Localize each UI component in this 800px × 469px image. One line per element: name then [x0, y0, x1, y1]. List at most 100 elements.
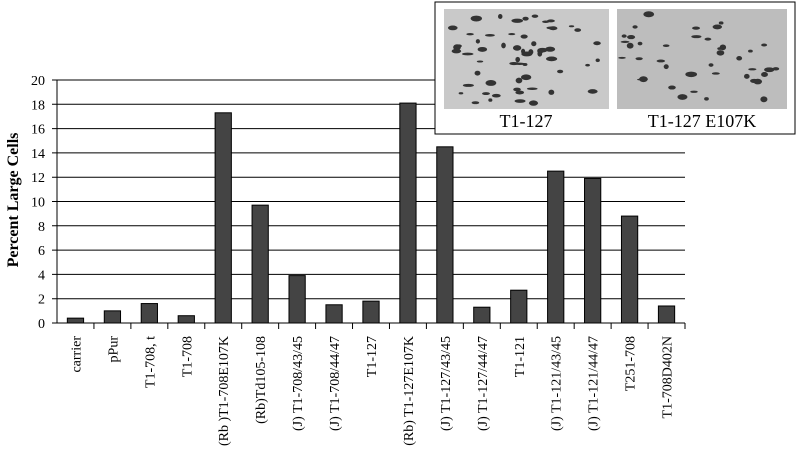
bar: [251, 204, 269, 324]
inset-image: [617, 9, 787, 109]
cell: [545, 46, 556, 52]
cell: [574, 28, 582, 32]
bar: [584, 177, 602, 324]
cell: [691, 35, 702, 39]
bar: [399, 102, 417, 324]
cell: [462, 83, 474, 87]
inset-caption: T1-127: [500, 111, 553, 131]
cell: [621, 34, 627, 38]
cell: [704, 97, 709, 101]
y-axis-label: Percent Large Cells: [5, 133, 22, 268]
y-tick-label: 6: [38, 244, 45, 259]
cell: [708, 63, 714, 67]
cell: [475, 39, 480, 44]
bar: [214, 112, 232, 324]
inset-image: [444, 9, 609, 109]
cell: [531, 41, 537, 47]
cell: [677, 94, 688, 100]
bar: [325, 304, 343, 324]
bar: [103, 310, 122, 324]
cell: [488, 98, 493, 102]
y-tick-label: 0: [38, 317, 45, 332]
cell: [744, 73, 750, 79]
bar: [473, 306, 491, 324]
cell: [668, 85, 676, 90]
cell: [718, 21, 724, 25]
cell: [515, 56, 521, 63]
cell: [461, 52, 474, 56]
cell: [471, 101, 480, 105]
cell: [643, 11, 655, 18]
cell: [716, 50, 725, 56]
cell: [761, 71, 768, 77]
bar: [66, 317, 85, 324]
cell: [458, 92, 464, 95]
cell: [587, 89, 598, 94]
cell: [712, 24, 723, 30]
y-tick-label: 18: [31, 98, 45, 113]
bar: [657, 305, 676, 324]
cell: [620, 40, 630, 44]
x-tick-label: pPur: [106, 336, 121, 363]
cell: [472, 16, 478, 19]
cell: [470, 15, 483, 22]
cell: [514, 62, 526, 66]
cell: [639, 76, 648, 83]
cell: [497, 13, 503, 19]
x-tick-label: T1-127: [365, 336, 380, 377]
cell: [748, 49, 753, 53]
x-tick-label: carrier: [69, 336, 84, 373]
x-tick-label: (Rb )T1-708E107K: [217, 336, 232, 446]
cell: [548, 89, 555, 95]
cell: [513, 87, 521, 92]
cell: [512, 45, 522, 51]
cell: [526, 87, 538, 91]
cell: [546, 26, 556, 30]
cell: [528, 100, 539, 106]
cell: [656, 59, 666, 63]
x-tick-label: T1-121: [513, 336, 528, 377]
y-tick-label: 14: [31, 147, 45, 162]
y-tick-label: 10: [31, 196, 45, 211]
cell: [736, 56, 743, 61]
cell: [627, 35, 636, 40]
cell: [760, 96, 768, 103]
cell: [764, 67, 775, 73]
cell: [514, 99, 526, 103]
bar: [177, 315, 195, 324]
cell: [531, 14, 539, 18]
y-tick-label: 4: [38, 268, 45, 283]
x-tick-label: (J) T1-708/44/47: [328, 336, 343, 431]
cell: [704, 37, 712, 41]
cell: [466, 32, 474, 36]
cell: [685, 71, 698, 78]
x-tick-label: (Rb)Td105-108: [254, 336, 269, 424]
cell: [692, 26, 700, 30]
x-tick-label: (J) T1-127/43/45: [439, 336, 454, 431]
y-tick-label: 20: [31, 74, 45, 89]
x-tick-label: T1-708, t: [143, 336, 158, 388]
cell: [476, 60, 484, 63]
cell: [772, 67, 780, 71]
y-tick-label: 8: [38, 220, 45, 235]
x-tick-label: (J) T1-127/44/47: [476, 336, 491, 431]
cell: [474, 70, 481, 76]
cell: [511, 18, 524, 23]
cell: [568, 25, 575, 28]
cell: [557, 69, 564, 74]
cell: [753, 78, 763, 85]
cell: [593, 41, 601, 46]
cell: [537, 50, 543, 57]
bar: [436, 146, 454, 324]
cell: [711, 72, 720, 75]
cell: [545, 56, 558, 62]
cell: [635, 57, 643, 61]
x-tick-label: T1-708D402N: [661, 336, 676, 418]
x-tick-label: (J) T1-708/43/45: [291, 336, 306, 431]
cell: [451, 48, 462, 54]
inset-caption: T1-127 E107K: [648, 111, 756, 131]
x-tick-label: T251-708: [624, 336, 639, 391]
cell: [447, 25, 458, 31]
x-tick-label: (J) T1-121/44/47: [587, 336, 602, 431]
